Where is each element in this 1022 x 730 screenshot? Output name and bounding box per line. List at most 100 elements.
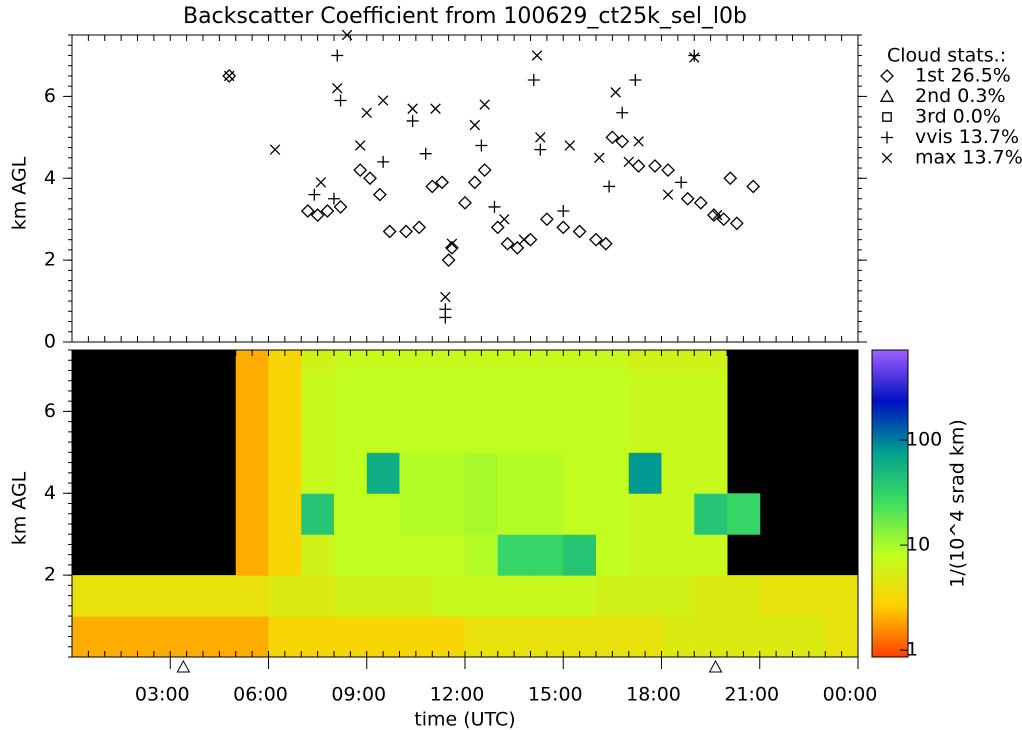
heatmap-cell <box>563 411 597 453</box>
colorbar-frame <box>871 349 909 658</box>
heatmap-cell <box>170 616 204 658</box>
heatmap-cell <box>628 370 662 412</box>
heatmap-cell <box>596 350 630 371</box>
heatmap-cell <box>563 493 597 535</box>
heatmap-cell <box>268 575 302 617</box>
marker <box>399 224 413 239</box>
heatmap-cell <box>334 370 368 412</box>
heatmap-cell <box>366 534 400 576</box>
heatmap-cell <box>366 350 400 371</box>
heatmap-cell <box>334 452 368 494</box>
heatmap-cell <box>727 616 761 658</box>
marker <box>648 159 662 173</box>
marker <box>603 180 616 193</box>
y-tick-label: 4 <box>44 167 56 189</box>
marker <box>315 177 327 188</box>
heatmap-cell <box>596 493 630 535</box>
heatmap-cell <box>530 493 564 535</box>
heatmap-cell <box>694 452 728 494</box>
x-tick-label: 09:00 <box>331 684 386 706</box>
legend-label[interactable]: 3rd 0.0% <box>915 106 1001 128</box>
marker <box>363 171 377 186</box>
marker <box>881 131 893 144</box>
heatmap-cell <box>432 534 466 576</box>
heatmap-cell <box>301 350 335 371</box>
heatmap-cell <box>465 616 499 658</box>
marker <box>688 49 701 62</box>
heatmap-cell <box>334 575 368 617</box>
time-marker <box>708 659 723 673</box>
marker <box>353 163 368 177</box>
marker <box>332 82 343 94</box>
y-axis-label: km AGL <box>9 471 31 545</box>
heatmap-cell <box>661 411 695 453</box>
heatmap-cell <box>399 616 433 658</box>
heatmap-cell <box>661 493 695 535</box>
marker <box>458 195 472 210</box>
heatmap-cell <box>399 411 433 453</box>
x-tick-label: 00:00 <box>823 684 878 706</box>
legend-label[interactable]: 2nd 0.3% <box>915 85 1006 107</box>
heatmap-cell <box>432 370 466 412</box>
heatmap-cell <box>399 493 433 535</box>
heatmap-cell <box>530 370 564 412</box>
heatmap-cell <box>563 370 597 412</box>
heatmap-cell <box>628 493 662 535</box>
marker <box>328 192 340 205</box>
x-tick-label: 15:00 <box>528 684 583 706</box>
marker <box>729 216 744 231</box>
marker <box>693 195 708 210</box>
heatmap-cell <box>432 411 466 453</box>
marker <box>510 240 525 255</box>
marker <box>308 188 321 201</box>
y-tick-label: 0 <box>44 331 56 353</box>
heatmap-cell <box>628 452 662 494</box>
legend-label[interactable]: max 13.7% <box>915 147 1022 169</box>
x-tick-label: 03:00 <box>135 684 190 706</box>
heatmap-cell <box>628 411 662 453</box>
heatmap-cell <box>268 452 302 494</box>
heatmap-cell <box>301 534 335 576</box>
heatmap-cell <box>137 575 171 617</box>
legend-label[interactable]: 1st 26.5% <box>915 65 1011 87</box>
heatmap-cell <box>727 575 761 617</box>
heatmap-cell <box>759 575 793 617</box>
heatmap-cell <box>530 575 564 617</box>
marker <box>557 205 570 218</box>
heatmap-cell <box>301 575 335 617</box>
heatmap-cell <box>235 411 269 453</box>
y-tick-label: 6 <box>44 85 56 107</box>
marker <box>222 69 237 83</box>
marker <box>477 163 492 177</box>
marker <box>331 49 344 62</box>
marker <box>441 253 456 268</box>
marker <box>440 291 451 303</box>
marker <box>467 175 482 190</box>
marker <box>539 212 554 227</box>
heatmap-cell <box>694 534 728 576</box>
heatmap-cell <box>235 370 269 412</box>
heatmap-cell <box>661 452 695 494</box>
heatmap-cell <box>661 370 695 412</box>
heatmap-cell <box>694 370 728 412</box>
heatmap-cell <box>694 616 728 658</box>
heatmap-cell <box>301 616 335 658</box>
heatmap-cell <box>694 350 728 371</box>
legend-label[interactable]: vvis 13.7% <box>915 126 1019 148</box>
marker <box>310 208 325 223</box>
marker <box>446 238 458 250</box>
heatmap-cell <box>432 575 466 617</box>
heatmap-cell <box>792 575 826 617</box>
x-axis-label: time (UTC) <box>414 709 515 730</box>
y-axis-label: km AGL <box>9 156 31 230</box>
heatmap-cell <box>825 575 859 617</box>
colorbar <box>872 350 908 657</box>
marker <box>880 69 894 83</box>
marker <box>629 74 642 87</box>
marker <box>407 103 418 114</box>
marker <box>377 155 390 168</box>
marker <box>706 208 721 223</box>
heatmap-cell <box>465 534 499 576</box>
heatmap-cell <box>596 616 630 658</box>
